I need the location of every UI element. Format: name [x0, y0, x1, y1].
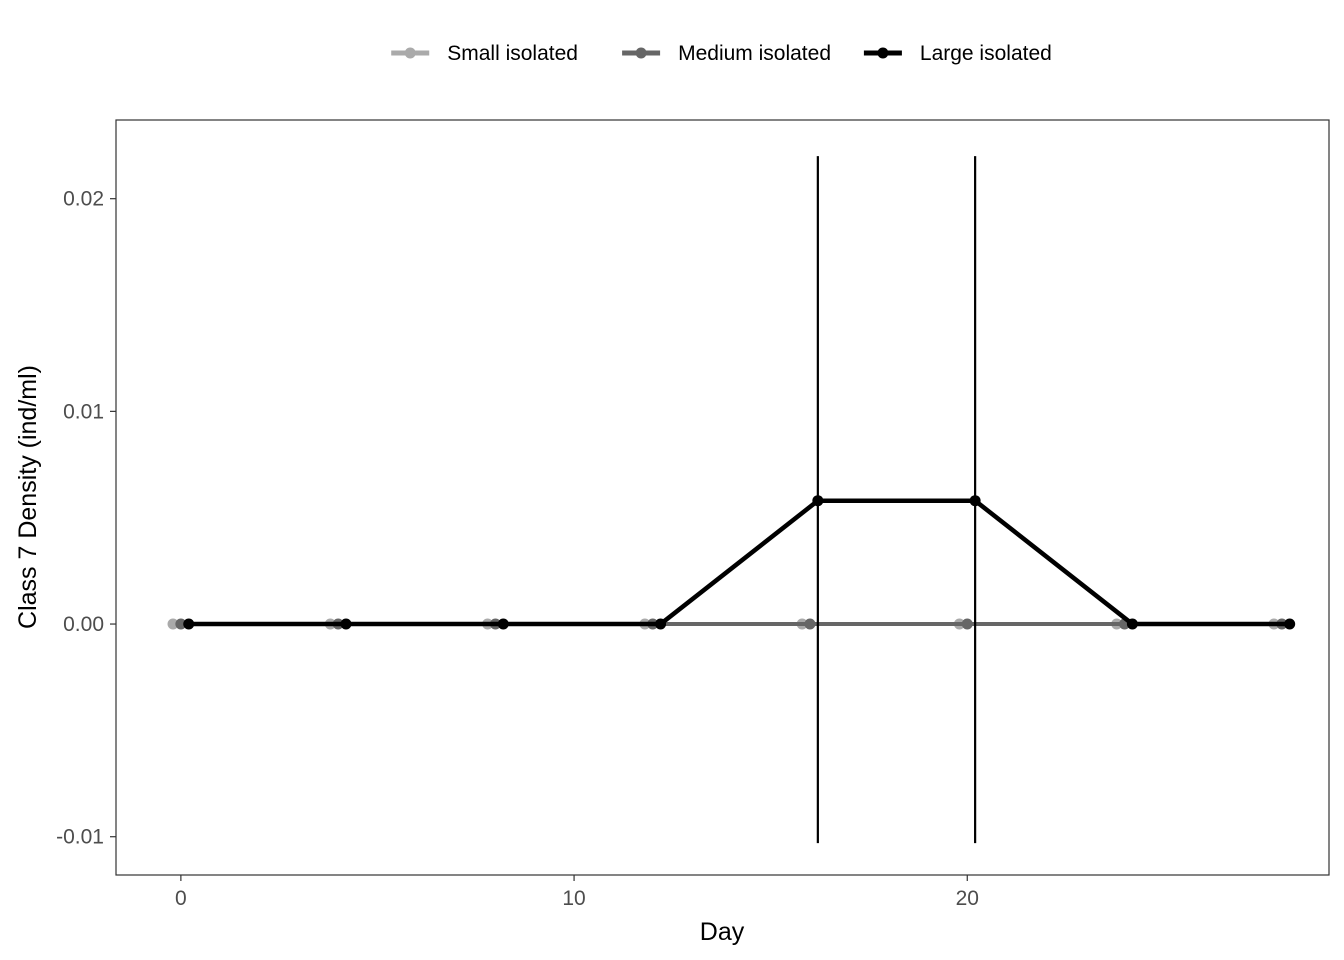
legend-label: Large isolated	[920, 42, 1052, 65]
data-point	[804, 618, 816, 630]
legend-key-point	[404, 47, 416, 59]
y-tick-label: 0.02	[63, 188, 104, 211]
errorbar-layer	[816, 156, 977, 844]
y-axis-title: Class 7 Density (ind/ml)	[14, 365, 42, 629]
legend-label: Medium isolated	[678, 42, 831, 65]
x-tick-label: 10	[562, 887, 585, 910]
legend-item: Medium isolated	[622, 42, 831, 65]
x-axis-title: Day	[700, 918, 745, 946]
data-point	[1284, 618, 1296, 630]
legend-item: Large isolated	[863, 42, 1052, 65]
y-tick-label: 0.00	[63, 613, 104, 636]
legend: Small isolated Medium isolated Large isola…	[391, 42, 1052, 65]
y-tick-label: -0.01	[56, 826, 104, 849]
series-layer	[167, 495, 1296, 630]
x-axis: 0 10 20	[175, 875, 979, 910]
legend-key-point	[635, 47, 647, 59]
plot-panel	[115, 119, 1330, 876]
data-point	[340, 618, 352, 630]
legend-key-point	[877, 47, 889, 59]
legend-item: Small isolated	[391, 42, 578, 65]
data-point	[1126, 618, 1138, 630]
data-point	[497, 618, 509, 630]
data-point	[167, 618, 179, 630]
series-line	[188, 498, 1290, 627]
data-point	[961, 618, 973, 630]
x-tick-label: 20	[956, 887, 979, 910]
data-point	[183, 618, 195, 630]
legend-label: Small isolated	[447, 42, 578, 65]
data-point	[175, 618, 187, 630]
y-axis: -0.01 0.00 0.01 0.02	[56, 188, 116, 849]
data-point	[655, 618, 667, 630]
x-tick-label: 0	[175, 887, 187, 910]
y-tick-label: 0.01	[63, 400, 104, 423]
